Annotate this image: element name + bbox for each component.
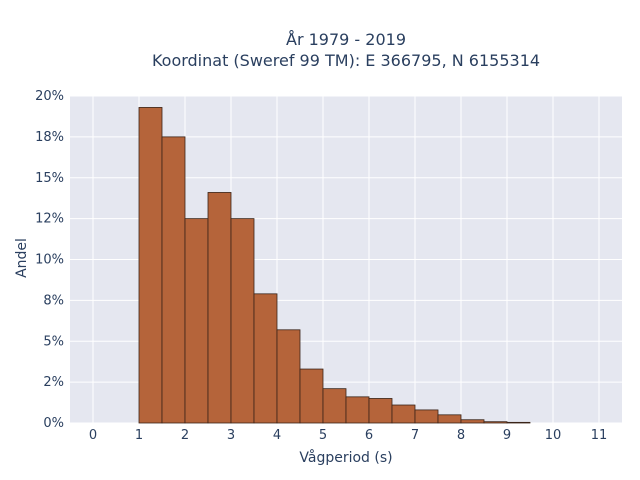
histogram-bar-12 [414,409,439,424]
x-tick-label: 11 [591,428,608,443]
histogram-bar-1 [161,136,186,424]
histogram-bar-9 [345,396,370,424]
histogram-bar-13 [437,414,462,424]
y-tick-label: 20% [35,89,64,104]
x-axis-label: Vågperiod (s) [299,449,392,466]
y-tick-label: 8% [43,293,64,308]
y-tick-label: 18% [35,130,64,145]
histogram-bar-6 [276,329,301,424]
histogram-bar-0 [138,107,163,424]
x-tick-label: 5 [319,428,327,443]
histogram-bar-7 [299,368,324,424]
y-axis-label: Andel [14,238,30,278]
bars [138,107,531,424]
x-tick-label: 3 [227,428,235,443]
y-tick-label: 2% [43,375,64,390]
x-tick-label: 9 [503,428,511,443]
histogram-bar-2 [184,218,209,424]
y-tick-label: 12% [35,212,64,227]
y-tick-label: 0% [43,416,64,431]
x-tick-label: 10 [545,428,562,443]
histogram-bar-3 [207,192,232,424]
histogram-bar-4 [230,218,255,424]
x-tick-label: 0 [89,428,97,443]
histogram-bar-11 [391,404,416,424]
x-tick-label: 4 [273,428,281,443]
histogram-bar-16 [506,421,531,424]
y-tick-label: 5% [43,334,64,349]
histogram-bar-5 [253,293,278,424]
x-tick-label: 7 [411,428,419,443]
x-tick-label: 1 [135,428,143,443]
y-axis-ticks: 0% 2% 5% 8% 10% 12% 15% 18% 20% [35,89,64,431]
y-tick-label: 15% [35,171,64,186]
histogram-bar-8 [322,388,347,424]
histogram-bar-15 [483,421,508,424]
chart-title-line-1: År 1979 - 2019 [286,30,406,49]
chart-title-line-2: Koordinat (Sweref 99 TM): E 366795, N 61… [152,51,540,70]
x-tick-label: 8 [457,428,465,443]
x-tick-label: 2 [181,428,189,443]
y-tick-label: 10% [35,253,64,268]
x-axis-ticks: 0 1 2 3 4 5 6 7 8 9 10 11 [89,428,607,443]
histogram-bar-10 [368,398,393,424]
x-tick-label: 6 [365,428,373,443]
histogram-bar-14 [460,419,485,424]
